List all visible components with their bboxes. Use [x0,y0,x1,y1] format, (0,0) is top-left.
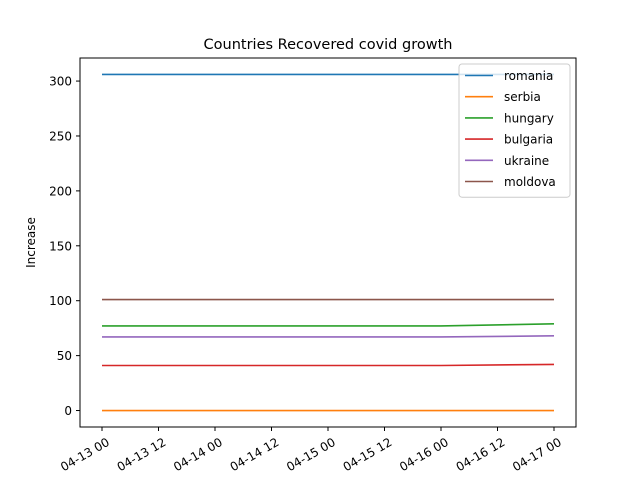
series-line-bulgaria [102,363,555,367]
y-tick-label: 50 [57,349,72,363]
y-axis-label: Increase [24,217,38,268]
legend-label-hungary: hungary [504,111,554,125]
y-tick-label: 0 [64,404,72,418]
chart-title: Countries Recovered covid growth [204,37,453,53]
y-tick-label: 250 [49,129,72,143]
legend-label-ukraine: ukraine [504,154,549,168]
series-lines [102,73,555,412]
legend-label-bulgaria: bulgaria [504,133,553,147]
legend-label-serbia: serbia [504,90,541,104]
y-tick-label: 150 [49,239,72,253]
series-line-hungary [102,322,555,327]
series-line-ukraine [102,335,555,338]
legend: romania serbia hungary bulgaria ukraine moldo… [458,63,571,198]
legend-label-moldova: moldova [504,175,556,189]
y-tick-label: 100 [49,294,72,308]
y-tick-label: 300 [49,75,72,89]
legend-label-romania: romania [504,69,553,83]
y-tick-label: 200 [49,184,72,198]
